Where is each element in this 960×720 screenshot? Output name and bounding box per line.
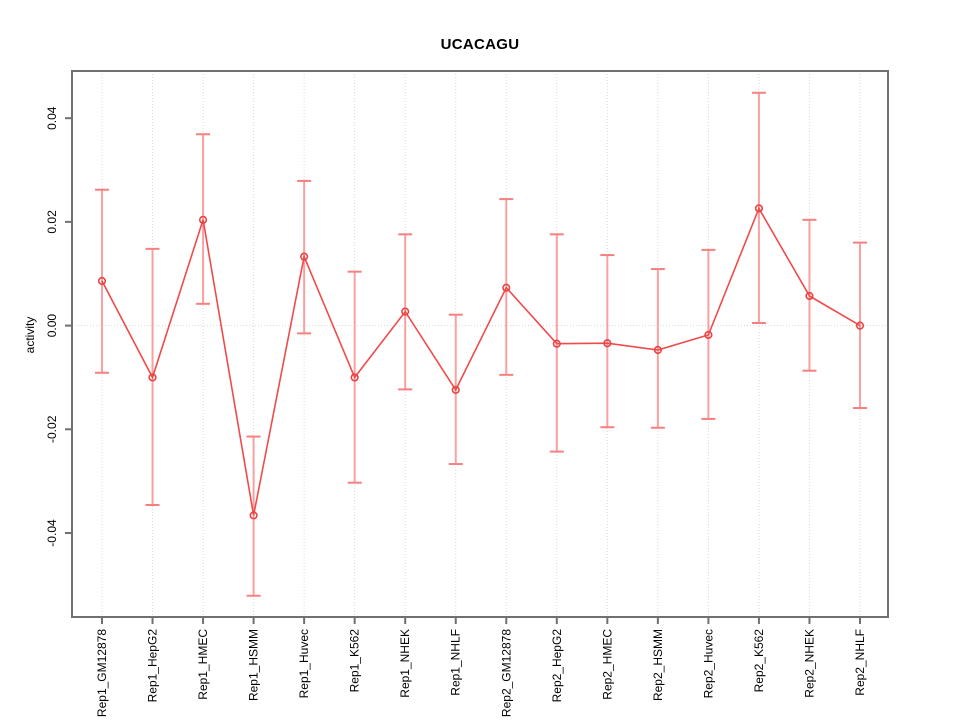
x-tick-label: Rep1_NHEK — [398, 629, 412, 698]
data-point-marker — [704, 330, 713, 340]
y-tick-label: 0.00 — [45, 314, 59, 338]
x-tick-label: Rep1_K562 — [348, 629, 362, 693]
x-tick-label: Rep2_K562 — [752, 629, 766, 693]
chart-title: UCACAGU — [440, 36, 520, 53]
x-tick-label: Rep2_HepG2 — [550, 629, 564, 703]
data-point-marker — [148, 373, 157, 382]
x-tick-label: Rep2_NHLF — [853, 629, 867, 696]
data-point-marker — [805, 291, 814, 301]
data-point-marker — [502, 283, 511, 292]
data-point-marker — [198, 215, 208, 224]
y-tick-label: -0.02 — [45, 415, 59, 443]
data-point-marker — [300, 252, 309, 261]
x-tick-label: Rep2_HMEC — [600, 629, 614, 700]
data-point-marker — [451, 385, 460, 394]
series-line — [101, 206, 861, 516]
x-tick-label: Rep1_NHLF — [449, 629, 463, 696]
x-tick-label: Rep1_Huvec — [297, 629, 311, 698]
plot-box — [71, 70, 889, 618]
data-point-marker — [603, 339, 612, 348]
y-tick-label: 0.04 — [45, 106, 59, 130]
x-tick-label: Rep2_HSMM — [651, 629, 665, 701]
x-tick-label: Rep1_GM12878 — [95, 629, 109, 717]
data-point-marker — [754, 204, 764, 213]
x-tick-label: Rep1_HSMM — [247, 629, 261, 701]
x-tick-label: Rep2_NHEK — [802, 629, 816, 698]
data-point-marker — [552, 339, 561, 348]
x-tick-label: Rep2_Huvec — [701, 629, 715, 698]
data-point-marker — [855, 321, 865, 330]
data-point-marker — [97, 276, 107, 286]
data-point-marker — [350, 373, 359, 382]
x-tick-label: Rep1_HMEC — [196, 629, 210, 700]
x-tick-label: Rep1_HepG2 — [146, 629, 160, 703]
y-tick-label: -0.04 — [45, 519, 59, 547]
x-tick-label: Rep2_GM12878 — [499, 629, 513, 717]
y-tick-label: 0.02 — [45, 210, 59, 234]
data-point-marker — [401, 307, 410, 316]
data-point-marker — [653, 345, 662, 355]
data-point-marker — [249, 511, 258, 520]
